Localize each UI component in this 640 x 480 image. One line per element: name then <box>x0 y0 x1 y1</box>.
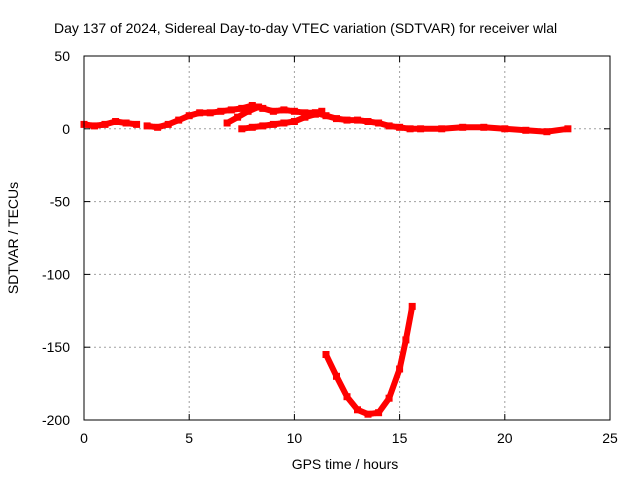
series-line-6 <box>323 303 416 418</box>
data-point <box>259 104 267 112</box>
data-point <box>406 125 414 133</box>
data-point <box>206 109 214 117</box>
data-point <box>354 116 361 124</box>
data-point <box>375 119 383 127</box>
data-point <box>480 123 488 131</box>
data-point <box>417 125 425 133</box>
data-point <box>408 302 416 310</box>
data-point <box>122 119 130 127</box>
data-point <box>101 120 109 128</box>
data-point <box>385 394 393 402</box>
data-point <box>290 107 298 115</box>
data-point <box>238 104 246 112</box>
data-point <box>248 123 256 131</box>
series-layer <box>80 102 572 418</box>
data-point <box>543 128 551 136</box>
data-point <box>301 109 309 117</box>
data-point <box>269 120 277 128</box>
data-point <box>343 116 351 124</box>
data-point <box>501 125 509 133</box>
data-point <box>459 123 467 131</box>
data-point <box>396 365 404 373</box>
data-point <box>175 116 183 124</box>
x-axis-label: GPS time / hours <box>292 456 399 472</box>
data-point <box>217 107 225 115</box>
data-point <box>343 393 351 401</box>
data-point <box>238 125 246 133</box>
grid-layer <box>84 56 610 420</box>
x-tick-label: 10 <box>287 430 303 446</box>
data-point <box>290 118 298 125</box>
y-tick-label: 50 <box>54 48 70 64</box>
data-point <box>133 120 141 128</box>
data-point <box>385 122 393 130</box>
data-point <box>154 123 162 131</box>
data-point <box>402 336 410 344</box>
data-point <box>364 410 372 418</box>
data-point <box>311 109 319 117</box>
y-tick-label: 0 <box>62 121 70 137</box>
data-point <box>196 109 204 117</box>
tick-layer: 0 5 10 15 20 25 -200 -150 -100 -50 0 50 <box>42 48 618 446</box>
x-tick-label: 20 <box>497 430 513 446</box>
x-tick-label: 5 <box>185 430 193 446</box>
data-point <box>244 107 252 115</box>
data-point <box>396 123 404 131</box>
data-point <box>564 125 572 133</box>
data-point <box>318 107 326 115</box>
y-tick-label: -150 <box>42 339 70 355</box>
y-tick-label: -200 <box>42 412 70 428</box>
plot-frame <box>83 55 611 421</box>
x-tick-label: 0 <box>80 430 88 446</box>
chart-title: Day 137 of 2024, Sidereal Day-to-day VTE… <box>54 20 557 36</box>
data-point <box>112 118 120 125</box>
data-point <box>333 115 340 123</box>
y-axis-label: SDTVAR / TECUs <box>5 182 21 294</box>
series-line-3 <box>224 104 262 126</box>
data-point <box>438 125 446 133</box>
data-point <box>91 122 98 130</box>
y-tick-label: -100 <box>42 266 70 282</box>
data-point <box>280 106 288 114</box>
data-point <box>259 122 267 130</box>
data-point <box>164 120 172 128</box>
data-point <box>280 119 288 127</box>
data-point <box>522 126 530 134</box>
data-point <box>375 409 383 417</box>
data-point <box>301 113 309 121</box>
data-point <box>322 112 330 120</box>
data-point <box>269 107 277 115</box>
data-point <box>364 118 372 125</box>
x-tick-label: 15 <box>392 430 408 446</box>
x-tick-label: 25 <box>602 430 618 446</box>
data-point <box>234 113 242 121</box>
data-point <box>185 112 193 120</box>
data-point <box>255 103 263 111</box>
data-point <box>322 351 330 358</box>
data-point <box>227 106 235 114</box>
data-point <box>248 102 256 109</box>
data-point <box>333 372 340 380</box>
data-point <box>143 122 151 130</box>
y-tick-label: -50 <box>50 194 70 210</box>
data-point <box>223 119 231 127</box>
data-point <box>354 406 361 414</box>
